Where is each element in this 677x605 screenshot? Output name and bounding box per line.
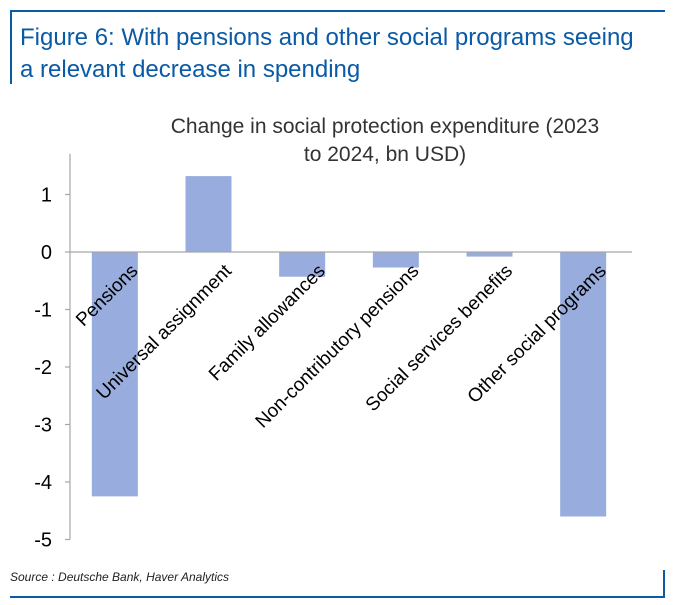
y-tick-label: 0 [41,242,52,264]
chart-title-line-2: to 2024, bn USD) [304,143,466,166]
bar-family-allowances [279,252,326,277]
bar-pensions [91,252,138,497]
y-tick-label: -3 [34,415,52,437]
y-tick-label: 1 [41,185,52,207]
y-tick-label: -4 [34,472,52,494]
x-tick-label: Non-contributory pensions [252,261,424,433]
bar-chart: Change in social protection expenditure … [34,115,632,552]
bar-non-contributory-pensions [372,252,419,268]
figure-title-line-2: a relevant decrease in spending [20,56,361,83]
frame-bottom [10,590,665,598]
y-tick-label: -5 [34,530,52,552]
figure-title: Figure 6: With pensions and other social… [10,10,665,84]
source-note: Source : Deutsche Bank, Haver Analytics [10,570,229,584]
bar-other-social-programs [560,252,607,517]
bar-universal-assignment [185,176,232,252]
y-tick-label: -2 [34,357,52,379]
chart-title-line-1: Change in social protection expenditure … [171,115,599,138]
y-tick-label: -1 [34,300,52,322]
bar-social-services-benefits [466,252,513,257]
frame-right-stub [663,570,665,598]
figure-title-line-1: Figure 6: With pensions and other social… [20,24,634,51]
